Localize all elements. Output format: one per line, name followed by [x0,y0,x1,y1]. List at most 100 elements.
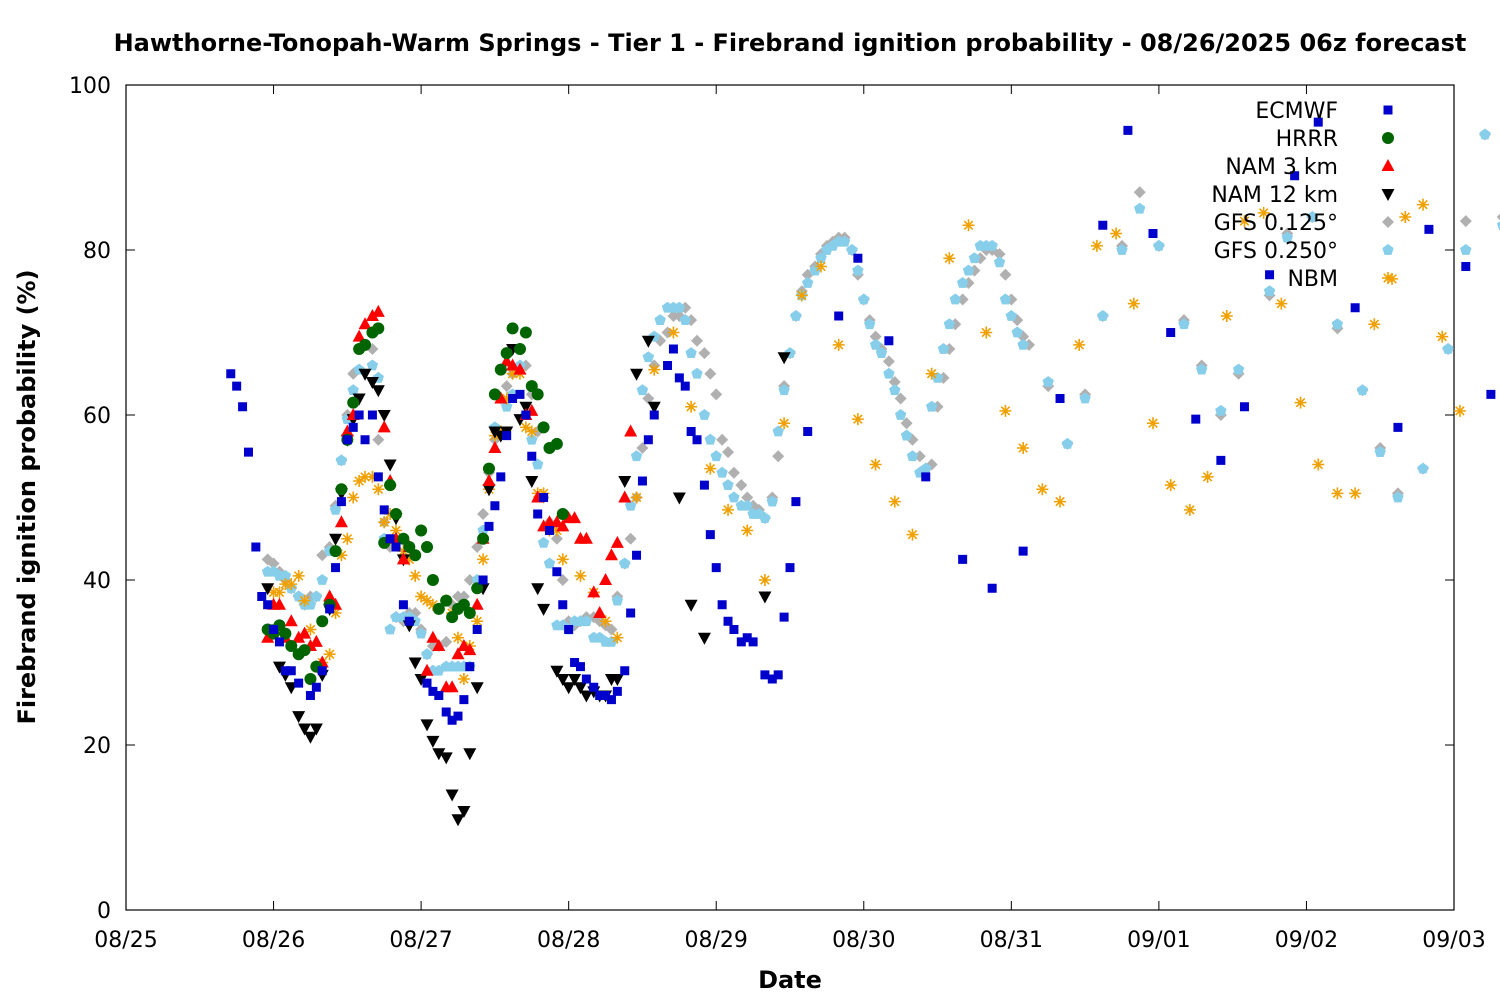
data-point-nam-12-km [329,533,343,546]
data-point-ecmwf [251,542,261,552]
data-point-nam-3-km [587,585,601,598]
data-point-gfs-0-125 [993,248,1006,261]
data-point-nbm [1436,330,1449,343]
data-point-gfs-0-125 [1496,213,1500,221]
data-point-ecmwf [1239,402,1249,412]
data-point-ecmwf [717,600,727,610]
y-tick-label: 100 [69,74,111,99]
data-point-hrrr [279,627,292,640]
x-tick-label: 08/28 [537,928,600,953]
data-point-nam-12-km [684,599,698,612]
data-point-nam-3-km [593,606,607,618]
data-point-nbm [304,623,317,636]
data-point-gfs-0-250 [673,301,685,313]
data-point-gfs-0-250 [772,425,784,437]
data-point-gfs-0-250 [335,454,348,466]
data-point-hrrr [335,483,348,496]
data-point-nbm [506,367,519,380]
data-point-gfs-0-250 [993,256,1006,268]
data-point-gfs-0-250 [1178,318,1190,330]
data-point-gfs-0-250 [1281,231,1293,243]
data-point-nam-12-km [298,723,312,736]
data-point-ecmwf [379,505,389,515]
data-point-ecmwf [1191,414,1201,424]
x-tick-label: 08/31 [980,928,1043,953]
data-point-ecmwf [581,674,591,684]
data-point-nbm [335,549,348,562]
data-point-nbm [390,524,403,537]
data-point-nam-12-km [432,748,446,761]
data-point-gfs-0-250 [1061,437,1074,449]
data-point-gfs-0-250 [605,635,618,647]
data-point-gfs-0-250 [329,503,342,515]
data-point-nam-3-km [284,614,298,627]
data-point-ecmwf [490,501,500,511]
data-point-ecmwf [331,563,341,573]
data-point-gfs-0-250 [698,409,711,420]
data-point-ecmwf [441,707,451,717]
data-point-ecmwf [663,361,673,370]
data-point-gfs-0-125 [727,466,740,479]
data-point-nam-3-km [568,511,582,524]
data-point-gfs-0-250 [815,252,827,264]
data-point-gfs-0-250 [895,409,907,420]
data-point-nam-12-km [408,657,422,670]
data-point-nbm [778,417,791,430]
data-point-ecmwf [472,625,482,634]
data-point-hrrr [500,347,513,360]
data-point-nbm [1183,503,1196,516]
data-point-nam-12-km [470,682,484,695]
data-point-nbm [273,586,286,599]
data-point-gfs-0-125 [457,590,470,603]
data-point-nbm [426,598,439,611]
data-point-gfs-0-250 [704,433,716,445]
data-point-ecmwf [527,451,537,461]
data-point-nbm [1368,318,1381,331]
data-point-gfs-0-250 [630,450,643,462]
data-point-nbm [1164,479,1177,492]
data-point-ecmwf [637,476,647,486]
x-tick-label: 09/01 [1127,928,1190,953]
data-point-nam-12-km [457,806,471,818]
data-point-ecmwf [552,567,562,577]
data-point-ecmwf [360,435,370,445]
data-point-gfs-0-250 [679,314,691,325]
legend-label-ecmwf: ECMWF [1255,99,1338,124]
data-point-nam-12-km [309,723,323,736]
data-point-nam-3-km [556,519,570,532]
data-point-ecmwf [354,410,364,420]
y-tick-label: 80 [83,239,111,264]
data-point-nam-12-km [439,752,453,765]
data-point-ecmwf [484,521,494,531]
data-point-gfs-0-125 [698,347,711,360]
data-point-gfs-0-250 [766,495,778,507]
data-point-nbm [1238,215,1251,228]
data-point-ecmwf [729,625,739,634]
data-point-nbm [648,363,661,376]
data-point-gfs-0-250 [654,314,666,325]
data-point-nam-12-km [641,335,655,348]
data-point-gfs-0-125 [716,433,729,446]
data-point-gfs-0-250 [900,429,913,441]
data-point-nam-12-km [420,719,434,732]
legend-marker-hrrr [1382,132,1394,144]
data-point-nam-3-km [323,589,337,602]
data-point-ecmwf [742,633,752,643]
data-point-ecmwf [459,695,469,705]
data-point-ecmwf [280,666,290,676]
data-point-nbm [1257,206,1270,219]
data-point-nbm [888,495,901,508]
data-point-nbm [556,553,569,566]
legend-label-nam-3-km: NAM 3 km [1225,155,1338,180]
data-point-nbm [359,470,372,483]
data-point-gfs-0-250 [642,351,655,363]
data-point-ecmwf [595,691,605,700]
data-point-gfs-0-125 [1459,215,1472,228]
data-point-gfs-0-250 [619,557,631,569]
data-point-nam-12-km [672,492,686,505]
data-point-ecmwf [606,695,616,705]
legend: ECMWF HRRR NAM 3 km NAM 12 km GFS 0.125° GFS … [1211,99,1395,292]
data-point-ecmwf [773,670,783,680]
data-point-nam-3-km [451,647,465,660]
data-point-ecmwf [342,435,352,445]
